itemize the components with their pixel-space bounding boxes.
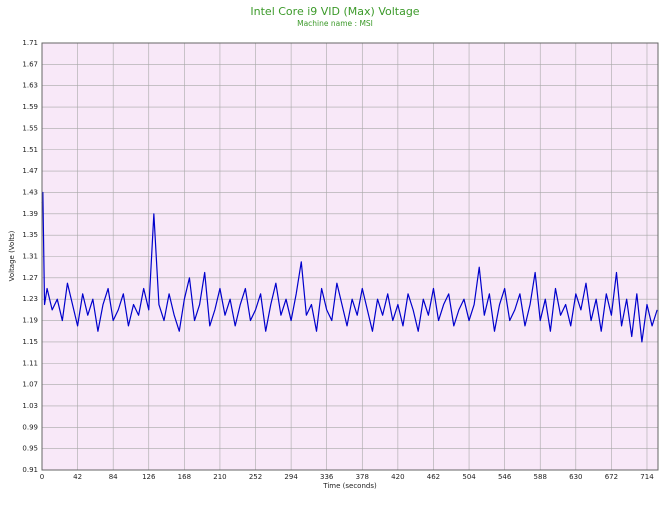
x-tick-label: 420: [391, 473, 404, 481]
x-tick-label: 126: [142, 473, 156, 481]
x-tick-label: 210: [213, 473, 226, 481]
x-tick-label: 42: [73, 473, 82, 481]
y-tick-label: 1.59: [22, 103, 38, 111]
grid: [41, 42, 658, 471]
y-tick-label: 1.07: [22, 381, 38, 389]
y-axis-label: Voltage (Volts): [8, 230, 16, 281]
marks: [41, 191, 658, 343]
x-axis-label: Time (seconds): [322, 482, 377, 490]
x-tick-label: 714: [640, 473, 654, 481]
y-tick-label: 0.91: [22, 466, 38, 474]
x-tick-label: 588: [534, 473, 547, 481]
y-tick-label: 1.63: [22, 82, 38, 90]
y-tick-label: 1.51: [22, 146, 38, 154]
plot-frame: [41, 42, 659, 471]
y-tick-label: 1.27: [22, 274, 38, 282]
x-tick-label: 84: [109, 473, 118, 481]
x-tick-label: 462: [427, 473, 440, 481]
y-tick-label: 1.47: [22, 167, 38, 175]
y-tick-label: 1.11: [22, 359, 38, 367]
x-tick-label: 336: [320, 473, 334, 481]
y-tick-label: 1.71: [22, 39, 38, 47]
y-tick-label: 1.19: [22, 317, 38, 325]
y-tick-label: 0.99: [22, 423, 38, 431]
y-tick-label: 1.43: [22, 188, 38, 196]
y-tick-label: 1.55: [22, 124, 38, 132]
x-tick-label: 546: [498, 473, 512, 481]
x-tick-label: 0: [40, 473, 44, 481]
y-tick-label: 1.03: [22, 402, 38, 410]
data-line: [41, 191, 658, 343]
y-tick-label: 1.23: [22, 295, 38, 303]
x-tick-label: 168: [178, 473, 191, 481]
chart-title: Intel Core i9 VID (Max) Voltage: [250, 5, 419, 18]
y-tick-label: 1.35: [22, 231, 38, 239]
x-tick-label: 504: [462, 473, 476, 481]
y-tick-label: 1.39: [22, 210, 38, 218]
y-tick-label: 1.31: [22, 253, 38, 261]
y-tick-label: 1.67: [22, 60, 38, 68]
x-tick-label: 252: [249, 473, 262, 481]
chart-subtitle: Machine name : MSI: [297, 19, 373, 28]
y-tick-label: 1.15: [22, 338, 38, 346]
x-tick-label: 294: [284, 473, 298, 481]
y-tick-label: 0.95: [22, 445, 38, 453]
x-tick-label: 378: [356, 473, 369, 481]
x-tick-label: 630: [569, 473, 582, 481]
x-tick-label: 672: [605, 473, 618, 481]
